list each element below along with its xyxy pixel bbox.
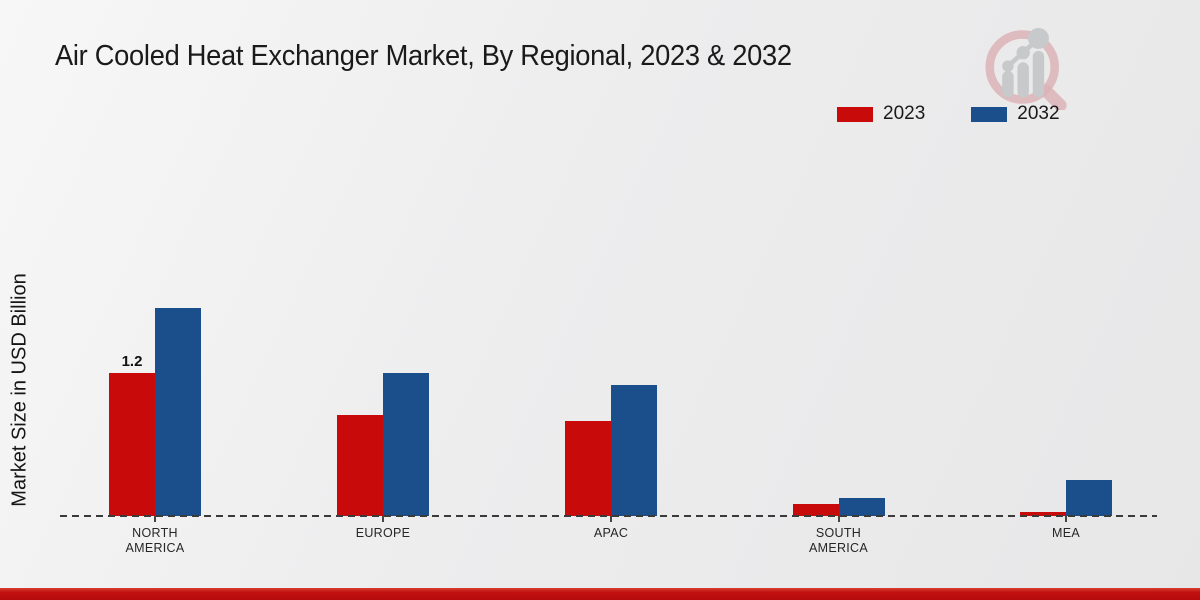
bar-2023-north-america[interactable] (109, 373, 155, 516)
magnifier-bar-chart-icon (985, 27, 1067, 110)
legend-label-2032: 2032 (1017, 103, 1060, 124)
legend-item-2023[interactable]: 2023 (837, 103, 925, 125)
bar-2032-apac[interactable] (611, 385, 657, 516)
bar-2023-europe[interactable] (337, 415, 383, 516)
category-label: NORTH AMERICA (125, 526, 185, 555)
bar-2032-south-america[interactable] (838, 498, 885, 516)
legend-swatch-2023 (837, 106, 873, 122)
x-axis-tick (154, 516, 156, 522)
category-label: MEA (1052, 526, 1080, 540)
legend: 2023 2032 (837, 103, 1060, 125)
legend-swatch-2032 (971, 106, 1008, 122)
x-axis-tick (382, 516, 384, 522)
bar-2023-apac[interactable] (565, 421, 611, 516)
bar-2023-mea[interactable] (1020, 512, 1066, 516)
bar-2032-europe[interactable] (383, 373, 429, 516)
bar-2032-north-america[interactable] (155, 308, 201, 516)
x-axis-tick (610, 516, 612, 522)
category-label: SOUTH AMERICA (808, 526, 869, 555)
x-axis-baseline (60, 515, 1157, 517)
bar-2023-south-america[interactable] (792, 504, 839, 516)
bar-value-label: 1.2 (121, 353, 143, 370)
category-label: APAC (593, 526, 629, 540)
x-axis-tick (837, 516, 840, 522)
legend-item-2032[interactable]: 2032 (971, 103, 1060, 125)
chart-title: Air Cooled Heat Exchanger Market, By Reg… (55, 40, 792, 72)
category-label: EUROPE (355, 526, 411, 540)
legend-label-2023: 2023 (883, 103, 926, 124)
x-axis-tick (1065, 516, 1067, 522)
bar-2032-mea[interactable] (1066, 480, 1112, 516)
footer-accent-strip (0, 588, 1200, 600)
